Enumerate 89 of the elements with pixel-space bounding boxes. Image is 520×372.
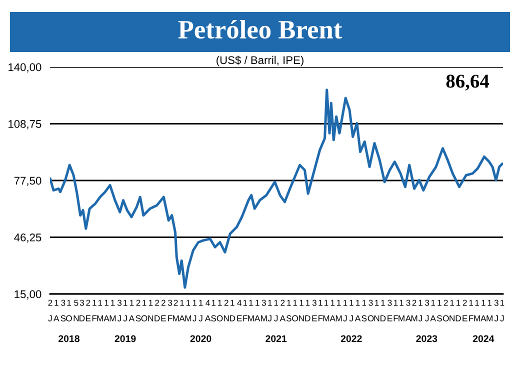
chart-subtitle: (US$ / Barril, IPE) — [216, 56, 304, 66]
x-tick-label: 1 M — [248, 300, 254, 322]
x-tick-label: 1 A — [254, 300, 260, 322]
x-tick-label: 1 M — [110, 300, 116, 322]
x-tick-label: 1 D — [305, 300, 310, 322]
x-tick-label: 1 S — [436, 300, 442, 322]
x-tick-label: 1 O — [141, 300, 148, 322]
x-tick-label: 2 M — [172, 300, 179, 322]
x-tick-label: 1 F — [318, 300, 323, 322]
x-tick-label: 1 J — [343, 300, 348, 322]
x-tick-label: 1 M — [323, 300, 330, 322]
x-tick-label: 1 M — [97, 300, 104, 322]
x-tick-label: 1 M — [474, 300, 480, 322]
x-tick-label: 3 O — [368, 300, 374, 322]
x2-tick-label: 2022 — [340, 335, 362, 342]
x-tick-label: 3 F — [168, 300, 172, 322]
x-tick-label: 2 A — [280, 300, 286, 322]
x-tick-label: 1 M — [336, 300, 342, 322]
x-tick-label: 4 E — [237, 300, 242, 322]
x-tick-label: 1 O — [292, 300, 298, 322]
x2-tick-label: 2018 — [58, 335, 80, 342]
x-tick-label: 1 M — [398, 300, 404, 322]
x-tick-label: 1 A — [128, 300, 135, 322]
annotation: 86,64 — [446, 74, 490, 91]
x-tick-label: 1 F — [92, 300, 97, 322]
y-tick-label: 77,50 — [14, 176, 42, 186]
y-tick-label: 15,00 — [14, 290, 42, 300]
x-tick-label: 2 O — [442, 300, 449, 322]
x-tick-label: 2 D — [154, 300, 160, 322]
x-tick-label: 1 A — [330, 300, 336, 322]
x-tick-label: 1 D — [456, 300, 461, 322]
x-tick-label: 1 F — [394, 300, 398, 322]
x-tick-label: 3 A — [405, 300, 412, 322]
x-tick-label: 1 S — [211, 300, 216, 322]
x-tick-label: 1 J — [500, 300, 504, 322]
x-tick-label: 1 J — [418, 300, 422, 322]
x-tick-label: 1 A — [104, 300, 110, 322]
x-tick-label: 1 J — [192, 300, 197, 322]
x-tick-label: 1 N — [299, 300, 304, 322]
x-tick-label: 2 N — [224, 300, 229, 322]
x-tick-label: 1 O — [66, 300, 72, 322]
x-tick-label: 2 S — [136, 300, 141, 322]
x2-tick-label: 2020 — [190, 335, 212, 342]
x-tick-label: 3 S — [60, 300, 66, 322]
x-tick-label: 1 A — [354, 300, 361, 322]
x-tick-label: 1 M — [185, 300, 192, 322]
x-tick-label: 1 A — [430, 300, 436, 322]
x-tick-label: 2 E — [462, 300, 468, 322]
x-tick-label: 2 E — [86, 300, 91, 322]
x-tick-label: 1 J — [274, 300, 278, 322]
x-tick-label: 1 S — [286, 300, 292, 322]
x-tick-label: 1 N — [374, 300, 380, 322]
x-tick-label: 1 J — [349, 300, 354, 322]
x-tick-label: 1 J — [123, 300, 128, 322]
x-tick-label: 3 E — [388, 300, 392, 322]
x-tick-label: 1 J — [198, 300, 203, 322]
x-tick-label: 1 N — [450, 300, 454, 322]
x-tick-label: 3 D — [80, 300, 85, 322]
x2-tick-label: 2024 — [472, 335, 494, 342]
y-tick-label: 108,75 — [8, 120, 42, 130]
x-tick-label: 3 E — [312, 300, 317, 322]
x2-tick-label: 2019 — [114, 335, 136, 342]
x-tick-label: 1 D — [380, 300, 386, 322]
x-tick-label: 1 D — [230, 300, 236, 322]
x-tick-label: 5 N — [74, 300, 79, 322]
y-tick-label: 140,00 — [8, 63, 42, 72]
chart-title: Petróleo Brent — [178, 20, 342, 39]
y-tick-label: 46,25 — [14, 234, 42, 243]
x2-tick-label: 2023 — [416, 335, 438, 342]
x2-tick-label: 2021 — [266, 335, 287, 342]
x-tick-label: 1 S — [362, 300, 367, 322]
x-tick-label: 2 M — [411, 300, 418, 322]
x-tick-label: 2 J — [48, 300, 52, 322]
x-tick-label: 1 M — [486, 300, 492, 322]
x-tick-label: 1 A — [179, 300, 185, 322]
x-tick-label: 3 J — [494, 300, 498, 322]
x-tick-label: 1 O — [216, 300, 223, 322]
x-tick-label: 3 J — [425, 300, 430, 322]
x-tick-label: 2 E — [161, 300, 166, 322]
x-tick-label: 3 J — [117, 300, 122, 322]
x-tick-label: 1 A — [480, 300, 486, 322]
line-series — [50, 88, 503, 289]
x-tick-label: 1 J — [268, 300, 272, 322]
x-tick-label: 4 A — [204, 300, 211, 322]
x-tick-label: 1 N — [148, 300, 154, 322]
x-tick-label: 1 F — [243, 300, 248, 322]
x-tick-label: 1 F — [469, 300, 474, 322]
x-tick-label: 3 M — [261, 300, 267, 322]
x-tick-label: 1 A — [54, 300, 60, 322]
